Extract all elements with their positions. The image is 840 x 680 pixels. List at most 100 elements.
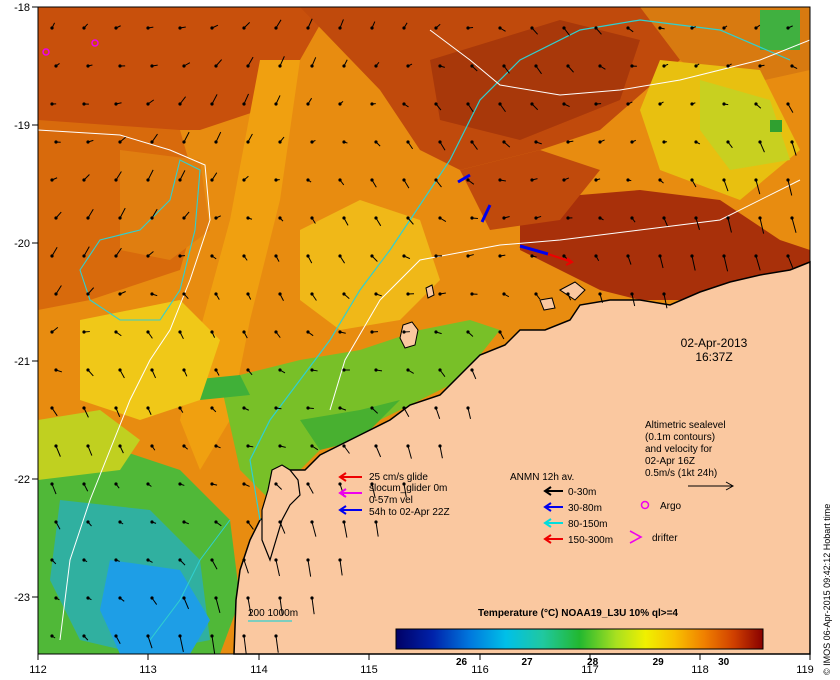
- marker-legend: Argo drifter: [629, 500, 682, 544]
- sst-field: [38, 7, 810, 654]
- velocity-arrow-head: [242, 482, 246, 486]
- velocity-arrow: [87, 209, 94, 219]
- velocity-arrow-head: [278, 292, 282, 296]
- velocity-arrow-head: [402, 26, 406, 30]
- velocity-arrow-head: [82, 330, 86, 334]
- velocity-arrow-head: [210, 178, 214, 182]
- velocity-arrow-head: [306, 406, 310, 410]
- velocity-arrow-head: [114, 26, 118, 30]
- altimetry-legend-line: (0.1m contours): [645, 432, 715, 443]
- colorbar-tick-label: 27: [522, 657, 534, 668]
- velocity-arrow-head: [54, 368, 58, 372]
- velocity-arrow-head: [502, 140, 506, 144]
- velocity-arrow-head: [114, 634, 118, 638]
- velocity-arrow-head: [54, 596, 58, 600]
- velocity-arrow: [279, 521, 286, 534]
- velocity-arrow-head: [374, 368, 378, 372]
- velocity-arrow-head: [566, 216, 570, 220]
- velocity-arrow-head: [402, 254, 406, 258]
- velocity-arrow: [307, 18, 313, 29]
- colorbar-title: Temperature (°C) NOAA19_L3U 10% ql>=4: [478, 608, 678, 619]
- velocity-arrow: [183, 597, 190, 610]
- velocity-arrow-head: [118, 216, 122, 220]
- x-tick-label: 112: [29, 664, 47, 676]
- velocity-arrow-head: [306, 254, 310, 258]
- velocity-arrow-head: [658, 26, 662, 30]
- velocity-arrow-head: [114, 330, 118, 334]
- velocity-arrow-head: [118, 596, 122, 600]
- velocity-arrow-head: [150, 368, 154, 372]
- velocity-arrow-head: [54, 292, 58, 296]
- velocity-arrow-head: [370, 178, 374, 182]
- velocity-arrow: [87, 445, 93, 456]
- velocity-arrow: [787, 255, 794, 268]
- velocity-arrow-head: [374, 520, 378, 524]
- velocity-arrow: [51, 246, 58, 257]
- velocity-arrow-head: [50, 178, 54, 182]
- velocity-arrow-head: [534, 292, 538, 296]
- velocity-arrow-head: [754, 26, 758, 30]
- velocity-arrow-head: [274, 102, 278, 106]
- velocity-arrow-head: [690, 254, 694, 258]
- velocity-arrow: [727, 217, 732, 233]
- altimetry-legend-line: and velocity for: [645, 444, 713, 455]
- velocity-arrow-head: [242, 102, 246, 106]
- velocity-arrow: [439, 445, 443, 459]
- velocity-arrow-head: [338, 254, 342, 258]
- velocity-arrow-head: [242, 558, 246, 562]
- velocity-arrow-head: [278, 368, 282, 372]
- y-tick-label: -18: [14, 2, 30, 14]
- velocity-arrow-head: [274, 634, 278, 638]
- velocity-arrow-head: [214, 596, 218, 600]
- velocity-arrow: [371, 483, 376, 499]
- velocity-arrow-head: [146, 102, 150, 106]
- velocity-arrow-head: [342, 292, 346, 296]
- anmn-legend-swatch-head: [543, 502, 552, 512]
- velocity-arrow-head: [402, 178, 406, 182]
- anmn-legend: ANMN 12h av. 0-30m 30-80m 80-150m 150-300m: [510, 472, 613, 546]
- x-tick-label: 117: [581, 664, 599, 676]
- velocity-arrow: [279, 597, 283, 616]
- velocity-arrow-head: [306, 102, 310, 106]
- velocity-arrow-head: [342, 216, 346, 220]
- velocity-arrow-head: [626, 178, 630, 182]
- velocity-arrow-head: [274, 178, 278, 182]
- velocity-arrow-head: [306, 330, 310, 334]
- velocity-arrow-head: [338, 482, 342, 486]
- credit-text: © IMOS 06-Apr-2015 09:42:12 Hobart time: [822, 504, 832, 675]
- velocity-arrow-head: [178, 634, 182, 638]
- axis-tick-marks: [32, 6, 811, 660]
- velocity-arrow: [215, 597, 221, 613]
- velocity-arrow-head: [310, 368, 314, 372]
- velocity-arrow-head: [562, 178, 566, 182]
- velocity-arrow-head: [274, 558, 278, 562]
- velocity-arrow-head: [502, 292, 506, 296]
- velocity-arrow: [311, 597, 315, 615]
- velocity-arrow-head: [182, 216, 186, 220]
- velocity-arrow-head: [50, 482, 54, 486]
- velocity-arrow: [119, 207, 126, 219]
- x-tick-label: 116: [471, 664, 489, 676]
- velocity-arrow: [311, 521, 317, 537]
- velocity-arrow-head: [310, 520, 314, 524]
- velocity-arrow-head: [370, 482, 374, 486]
- velocity-arrow-head: [82, 26, 86, 30]
- velocity-arrow-head: [466, 102, 470, 106]
- velocity-arrow-head: [722, 254, 726, 258]
- velocity-arrow-head: [594, 26, 598, 30]
- velocity-arrow-head: [342, 444, 346, 448]
- velocity-arrow-head: [498, 26, 502, 30]
- velocity-arrow-head: [178, 406, 182, 410]
- anmn-legend-title: ANMN 12h av.: [510, 472, 574, 483]
- velocity-arrow: [215, 131, 222, 143]
- velocity-arrow-head: [722, 102, 726, 106]
- velocity-arrow-head: [146, 406, 150, 410]
- velocity-arrow-head: [406, 368, 410, 372]
- velocity-arrow-head: [534, 64, 538, 68]
- velocity-arrow-head: [658, 254, 662, 258]
- velocity-arrow-head: [694, 64, 698, 68]
- velocity-arrow-head: [562, 254, 566, 258]
- velocity-arrow-head: [278, 140, 282, 144]
- velocity-arrow-head: [246, 520, 250, 524]
